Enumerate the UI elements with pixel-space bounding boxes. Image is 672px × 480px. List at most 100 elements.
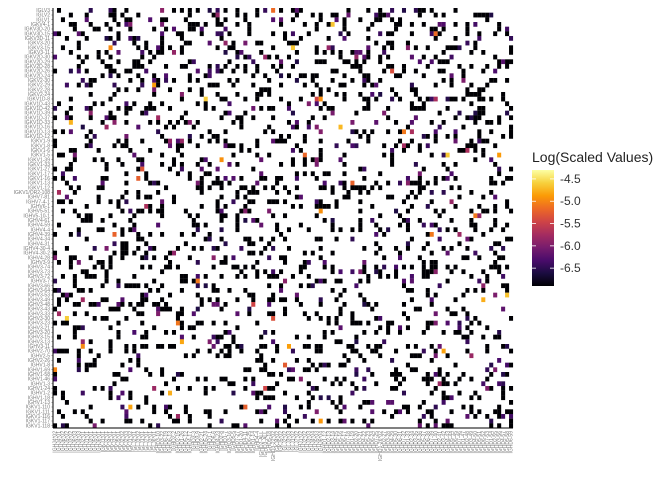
heatmap-cell: [219, 31, 224, 37]
heatmap-cell: [108, 115, 113, 121]
heatmap-cell: [231, 120, 236, 125]
heatmap-cell: [401, 218, 407, 223]
heatmap-cell: [183, 274, 188, 279]
heatmap-cell: [330, 250, 335, 256]
heatmap-cell: [390, 8, 395, 13]
heatmap-cell: [449, 185, 454, 191]
heatmap-cell: [497, 264, 502, 270]
x-tick-label: IGHD1-7: [223, 431, 229, 451]
x-tick-label: IGLJ1*02: [291, 431, 297, 452]
heatmap-cell: [505, 362, 510, 368]
heatmap-cell: [370, 185, 375, 191]
heatmap-cell: [255, 190, 260, 195]
heatmap-cell: [374, 120, 379, 125]
heatmap-cell: [449, 96, 454, 102]
heatmap-cell: [156, 302, 161, 307]
x-tick-label: IGHD5-5: [231, 431, 237, 451]
heatmap-cell: [362, 59, 367, 65]
x-tick-label: IGHJ1*02: [299, 431, 305, 453]
heatmap-cell: [390, 68, 395, 74]
x-tick-label: IGLJ6*01: [152, 431, 158, 452]
heatmap-cell: [171, 124, 177, 130]
heatmap-cell: [219, 185, 224, 191]
heatmap-cell: [223, 110, 228, 116]
heatmap-cell: [370, 218, 375, 223]
heatmap-cell: [310, 157, 315, 163]
heatmap-cell: [271, 395, 276, 401]
x-tick-label: IGHD2-8: [219, 431, 225, 451]
heatmap-cell: [251, 115, 256, 121]
heatmap-cell: [489, 176, 494, 181]
heatmap-cell: [493, 204, 498, 209]
heatmap-cell: [378, 269, 383, 275]
heatmap-cell: [144, 255, 149, 261]
heatmap-cell: [100, 180, 105, 186]
heatmap-cell: [437, 367, 442, 373]
heatmap-cell: [195, 78, 200, 83]
heatmap-cell: [108, 8, 113, 13]
heatmap-cell: [366, 8, 371, 13]
heatmap-cell: [164, 381, 169, 387]
heatmap-cell: [310, 418, 315, 424]
heatmap-cell: [314, 45, 319, 51]
heatmap-cell: [457, 232, 462, 237]
heatmap-cell: [68, 255, 73, 261]
heatmap-cell: [215, 17, 220, 23]
heatmap-cell: [227, 31, 232, 37]
heatmap-cell: [136, 190, 141, 195]
heatmap-cell: [501, 386, 506, 391]
heatmap-cell: [168, 106, 173, 111]
heatmap-cell: [425, 269, 430, 275]
heatmap-cell: [247, 292, 252, 298]
heatmap-cell: [465, 334, 470, 340]
heatmap-cell: [493, 292, 498, 298]
heatmap-cell: [405, 246, 410, 251]
heatmap-cell: [358, 269, 363, 275]
heatmap-cell: [140, 64, 145, 69]
heatmap-cell: [271, 106, 276, 111]
heatmap-cell: [417, 185, 422, 191]
heatmap-cell: [128, 22, 133, 27]
heatmap-cell: [215, 334, 220, 340]
heatmap-cell: [239, 50, 244, 55]
heatmap-cell: [390, 386, 395, 391]
heatmap-cell: [267, 255, 272, 261]
heatmap-cell: [124, 171, 129, 177]
heatmap-cell: [469, 236, 474, 242]
heatmap-cell: [453, 36, 458, 41]
heatmap-cell: [338, 362, 343, 368]
heatmap-cell: [485, 138, 490, 144]
heatmap-cell: [322, 264, 327, 270]
heatmap-cell: [457, 64, 462, 69]
heatmap-cell: [358, 292, 363, 298]
heatmap-cell: [338, 278, 343, 284]
heatmap-cell: [76, 362, 81, 368]
heatmap-cell: [366, 367, 371, 373]
heatmap-cell: [275, 344, 280, 349]
heatmap-cell: [72, 325, 77, 331]
heatmap-cell: [275, 176, 280, 181]
heatmap-cell: [231, 334, 236, 340]
heatmap-cell: [314, 386, 319, 391]
heatmap-cell: [318, 255, 323, 261]
heatmap-cell: [310, 171, 315, 177]
heatmap-cell: [215, 68, 220, 74]
heatmap-cell: [298, 222, 303, 228]
heatmap-cell: [306, 260, 311, 265]
heatmap-cell: [191, 246, 196, 251]
heatmap-cell: [251, 376, 256, 382]
heatmap-cell: [409, 180, 414, 186]
heatmap-cell: [334, 199, 339, 205]
y-tick-label: IGKV1D-16: [24, 125, 50, 131]
heatmap-cell: [100, 120, 105, 125]
heatmap-cell: [191, 232, 196, 237]
heatmap-cell: [469, 190, 474, 195]
heatmap-cell: [485, 208, 490, 214]
heatmap-cell: [255, 320, 260, 326]
heatmap-cell: [354, 64, 359, 69]
heatmap-cell: [314, 199, 319, 205]
heatmap-cell: [469, 101, 474, 107]
heatmap-cell: [247, 190, 252, 195]
heatmap-cell: [283, 236, 288, 242]
heatmap-cell: [219, 194, 224, 200]
